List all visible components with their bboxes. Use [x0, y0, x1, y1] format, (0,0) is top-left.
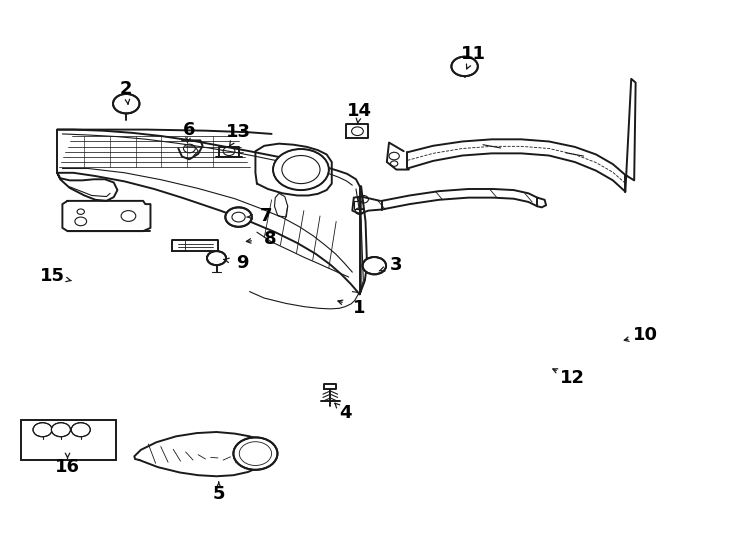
Text: 5: 5: [212, 485, 225, 503]
Text: 14: 14: [347, 102, 372, 120]
Circle shape: [113, 94, 139, 113]
Text: 13: 13: [226, 123, 251, 141]
Circle shape: [51, 423, 70, 437]
Bar: [21, 420, 116, 460]
Circle shape: [225, 207, 252, 227]
Text: 10: 10: [633, 326, 658, 344]
Text: 4: 4: [338, 404, 352, 422]
Text: 15: 15: [40, 267, 65, 286]
Circle shape: [71, 423, 90, 437]
Circle shape: [207, 251, 226, 265]
Text: 9: 9: [236, 254, 249, 272]
Bar: [354, 201, 363, 209]
Text: 6: 6: [183, 120, 196, 139]
Circle shape: [233, 437, 277, 470]
Text: 11: 11: [461, 45, 486, 63]
Text: 12: 12: [560, 369, 585, 387]
Circle shape: [451, 57, 478, 76]
Text: 7: 7: [259, 207, 272, 225]
Text: 8: 8: [264, 230, 277, 248]
Text: 2: 2: [120, 80, 133, 98]
Circle shape: [273, 149, 329, 190]
Text: 1: 1: [353, 299, 366, 317]
Text: 16: 16: [55, 458, 80, 476]
Text: 3: 3: [390, 255, 403, 274]
Circle shape: [33, 423, 52, 437]
Circle shape: [363, 257, 386, 274]
